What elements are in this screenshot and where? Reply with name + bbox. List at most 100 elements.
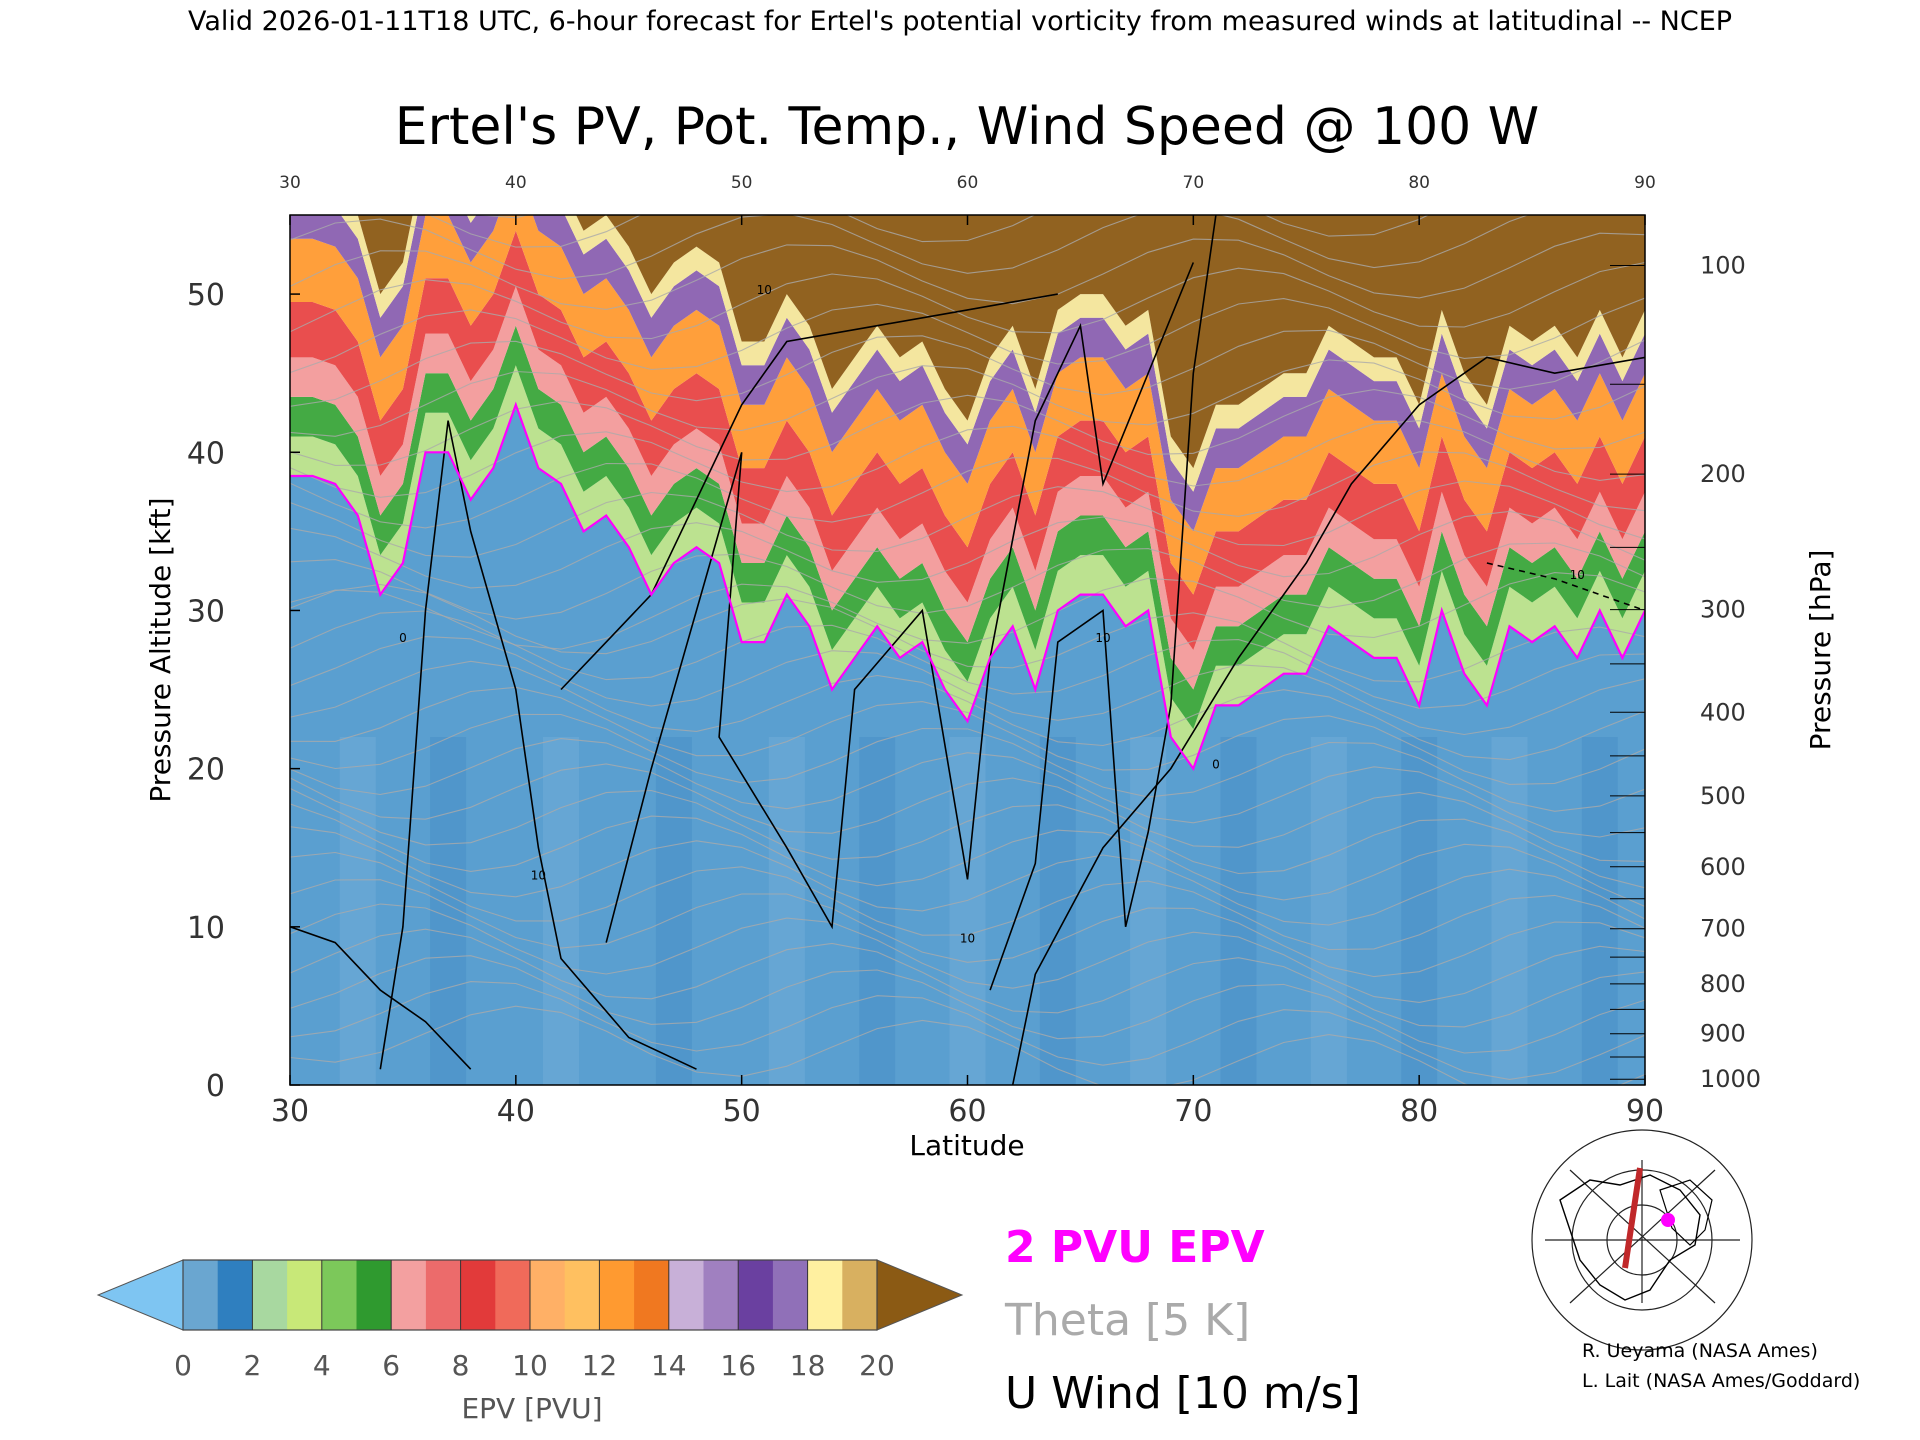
theta-contour <box>290 660 1645 761</box>
field-streak <box>1491 737 1528 1085</box>
top-tick-label: 50 <box>731 173 753 193</box>
theta-contour <box>290 738 1645 838</box>
pressure-tick-label: 200 <box>1700 460 1746 488</box>
colorbar-tick-label: 4 <box>313 1349 331 1382</box>
field-band-troposphere <box>290 404 1645 1085</box>
colorbar-segment <box>668 1260 704 1330</box>
colorbar-segment <box>217 1260 253 1330</box>
colorbar-tick-label: 0 <box>174 1349 192 1382</box>
top-tick-label: 80 <box>1408 173 1430 193</box>
pressure-tick-label: 400 <box>1700 698 1746 726</box>
chart-title: Ertel's PV, Pot. Temp., Wind Speed @ 100… <box>395 97 1539 157</box>
x-axis: 30 40 50 60 70 80 90 <box>271 1075 1664 1129</box>
u-wind-contour <box>1011 356 1645 1085</box>
u-wind-contour <box>290 926 472 1070</box>
y-tick-label: 10 <box>187 911 225 946</box>
field-streak <box>655 737 692 1085</box>
colorbar-segment <box>807 1260 843 1330</box>
field-band-3 <box>290 286 1645 690</box>
pv2-contour <box>290 401 1645 771</box>
theta-contour <box>290 420 1645 498</box>
colorbar-segment <box>842 1260 878 1330</box>
field-streak <box>859 737 896 1085</box>
theta-contour <box>290 763 1645 862</box>
colorbar-segment <box>772 1260 809 1330</box>
theta-contour <box>290 480 1645 558</box>
theta-contour <box>290 1005 1645 1085</box>
x-tick-label: 80 <box>1400 1094 1438 1129</box>
field-band-7 <box>340 215 1645 492</box>
x-tick-label: 40 <box>497 1094 535 1129</box>
inset-map <box>1531 1129 1753 1351</box>
u-wind-contour <box>1486 562 1645 612</box>
u-wind-label: 10 <box>960 932 975 946</box>
theta-contour <box>290 955 1645 1054</box>
field-band-4 <box>290 230 1645 651</box>
y-tick-label: 40 <box>187 436 225 471</box>
theta-contour <box>290 389 1645 466</box>
u-wind-contours: 0 10 10 10 0 10 10 <box>290 215 1645 1085</box>
x-tick-label: 60 <box>948 1094 986 1129</box>
colorbar-segment <box>530 1260 566 1330</box>
x-tick-label: 90 <box>1626 1094 1664 1129</box>
x-tick-label: 70 <box>1174 1094 1212 1129</box>
colorbar-segment <box>634 1260 670 1330</box>
credit-line-1: R. Ueyama (NASA Ames) <box>1582 1340 1818 1362</box>
field-band-8 <box>357 215 1645 469</box>
field-streak <box>1310 737 1347 1085</box>
u-wind-contour <box>605 262 1195 943</box>
field-streak <box>1039 737 1076 1085</box>
colorbar-tick-label: 16 <box>720 1349 756 1382</box>
y-tick-label: 0 <box>206 1069 225 1104</box>
theta-contour <box>290 215 1530 280</box>
y-tick-label: 30 <box>187 594 225 629</box>
colorbar-segment <box>183 1260 219 1330</box>
colorbar-label: EPV [PVU] <box>461 1392 602 1425</box>
colorbar-tick-label: 6 <box>382 1349 400 1382</box>
u-wind-contour <box>989 215 1217 991</box>
u-wind-contour <box>560 293 1058 691</box>
x-tick-label: 50 <box>723 1094 761 1129</box>
field-streak <box>1130 737 1167 1085</box>
inset-transect-line <box>1622 1167 1643 1269</box>
theta-contour <box>290 232 1645 310</box>
field-streak <box>1220 737 1257 1085</box>
pressure-tick-label: 600 <box>1700 853 1746 881</box>
theta-contour <box>290 451 1645 529</box>
credit-line-2: L. Lait (NASA Ames/Goddard) <box>1582 1370 1860 1392</box>
field-streak <box>1581 737 1618 1085</box>
colorbar-segment <box>599 1260 635 1330</box>
top-tick-label: 90 <box>1634 173 1656 193</box>
field-band-1 <box>290 365 1645 769</box>
colorbar-segment <box>252 1260 288 1330</box>
colorbar-segment <box>391 1260 427 1330</box>
colorbar-segment <box>703 1260 739 1330</box>
y-axis-label: Pressure Altitude [kft] <box>144 497 177 802</box>
theta-contour <box>290 636 1645 736</box>
colorbar: 0 2 4 6 8 10 12 14 16 18 20 <box>96 1259 964 1382</box>
field-streak <box>1401 737 1438 1085</box>
colorbar-tick-label: 8 <box>452 1349 470 1382</box>
pressure-axis: 1000 900 800 700 600 500 400 300 200 100 <box>1610 252 1761 1093</box>
theta-contour <box>290 583 1645 683</box>
top-tick-label: 70 <box>1183 173 1205 193</box>
colorbar-segment <box>425 1260 462 1330</box>
y-tick-label: 20 <box>187 753 225 788</box>
pressure-tick-label: 900 <box>1700 1020 1746 1048</box>
theta-contour <box>290 803 1645 908</box>
theta-contour <box>290 297 1645 374</box>
theta-contour <box>290 851 1645 951</box>
pressure-tick-label: 1000 <box>1700 1065 1761 1093</box>
u-wind-label: 0 <box>399 631 407 645</box>
field-band-5 <box>290 215 1645 595</box>
theta-contour <box>290 359 1645 437</box>
u-wind-label: 10 <box>1095 631 1110 645</box>
field-band-6 <box>290 215 1645 532</box>
y-axis: 0 10 20 30 40 50 <box>187 278 300 1104</box>
pressure-tick-label: 100 <box>1700 252 1746 280</box>
u-wind-label: 10 <box>531 868 546 882</box>
header-text: Valid 2026-01-11T18 UTC, 6-hour forecast… <box>188 6 1732 37</box>
u-wind-contour <box>379 420 697 1070</box>
theta-contour <box>290 928 1645 1028</box>
